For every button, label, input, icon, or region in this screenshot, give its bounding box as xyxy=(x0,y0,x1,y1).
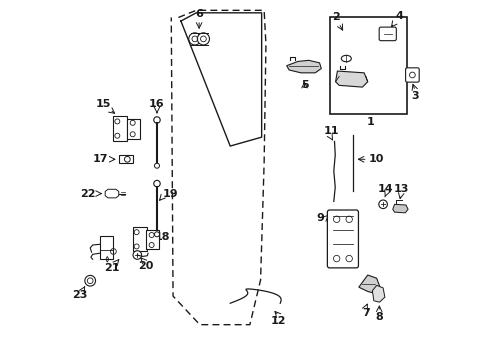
Polygon shape xyxy=(105,189,119,198)
Bar xyxy=(113,116,127,141)
FancyBboxPatch shape xyxy=(378,27,395,41)
Circle shape xyxy=(84,275,95,286)
Bar xyxy=(100,236,113,259)
Bar xyxy=(126,118,140,139)
Circle shape xyxy=(378,200,386,208)
Circle shape xyxy=(153,180,160,187)
Text: 12: 12 xyxy=(270,316,286,327)
Text: 16: 16 xyxy=(149,99,164,109)
Text: 5: 5 xyxy=(300,80,308,90)
Circle shape xyxy=(133,251,142,259)
Text: 22: 22 xyxy=(80,189,95,199)
Polygon shape xyxy=(372,285,384,302)
Text: 9: 9 xyxy=(316,212,324,222)
Text: 18: 18 xyxy=(154,232,170,242)
Text: 15: 15 xyxy=(96,99,111,109)
FancyBboxPatch shape xyxy=(326,210,358,268)
FancyBboxPatch shape xyxy=(405,68,418,82)
Text: 14: 14 xyxy=(377,184,393,194)
Text: 10: 10 xyxy=(367,154,383,164)
Polygon shape xyxy=(392,204,407,213)
Polygon shape xyxy=(335,71,367,87)
Text: 1: 1 xyxy=(366,117,373,127)
Text: 3: 3 xyxy=(410,91,418,102)
Circle shape xyxy=(154,232,159,237)
Polygon shape xyxy=(358,275,380,294)
Bar xyxy=(329,18,406,114)
Text: 21: 21 xyxy=(104,263,120,273)
Bar xyxy=(133,227,146,251)
Circle shape xyxy=(153,117,160,123)
Text: 17: 17 xyxy=(92,154,108,163)
FancyBboxPatch shape xyxy=(119,156,133,163)
Text: 6: 6 xyxy=(195,9,203,18)
Text: 20: 20 xyxy=(138,261,154,271)
Circle shape xyxy=(197,33,209,45)
Text: 11: 11 xyxy=(323,126,338,136)
Text: 2: 2 xyxy=(331,12,339,22)
Ellipse shape xyxy=(341,55,350,62)
Circle shape xyxy=(188,33,201,45)
Text: 19: 19 xyxy=(163,189,178,199)
Text: 23: 23 xyxy=(72,290,88,300)
Text: 8: 8 xyxy=(374,312,382,322)
Text: 4: 4 xyxy=(395,11,403,21)
Polygon shape xyxy=(286,60,321,73)
Circle shape xyxy=(154,163,159,168)
Bar xyxy=(145,230,159,249)
Text: 7: 7 xyxy=(361,307,369,318)
Text: 13: 13 xyxy=(392,184,408,194)
